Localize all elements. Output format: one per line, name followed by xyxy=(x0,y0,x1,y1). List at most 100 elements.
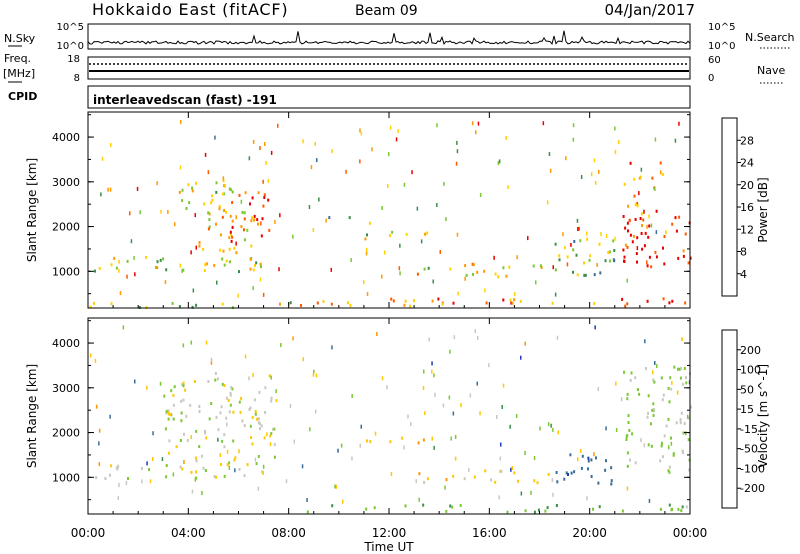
data-cell xyxy=(551,301,554,305)
data-cell xyxy=(218,207,221,211)
data-cell xyxy=(101,156,104,161)
data-cell xyxy=(237,293,239,298)
data-cell xyxy=(134,272,136,277)
data-cell xyxy=(226,396,228,400)
data-cell xyxy=(109,187,112,192)
data-cell xyxy=(110,143,112,147)
data-cell xyxy=(231,387,234,391)
data-cell xyxy=(454,456,457,461)
data-cell xyxy=(203,202,206,206)
data-cell xyxy=(107,187,109,192)
data-cell xyxy=(647,443,650,447)
data-cell xyxy=(655,230,658,235)
data-cell xyxy=(527,236,529,241)
data-cell xyxy=(130,239,133,244)
data-cell xyxy=(273,443,276,447)
data-cell xyxy=(314,409,317,414)
data-cell xyxy=(579,239,582,243)
data-cell xyxy=(535,280,537,285)
data-cell xyxy=(191,186,194,190)
data-cell xyxy=(681,382,684,386)
data-cell xyxy=(215,222,217,226)
data-cell xyxy=(557,430,559,435)
data-cell xyxy=(208,218,211,222)
data-cell xyxy=(260,221,262,226)
data-cell xyxy=(539,264,542,268)
data-cell xyxy=(498,159,501,164)
data-cell xyxy=(677,507,680,511)
data-cell xyxy=(262,204,265,208)
data-cell xyxy=(423,369,425,374)
data-cell xyxy=(593,273,596,277)
data-cell xyxy=(684,301,687,305)
data-cell xyxy=(610,482,613,486)
data-cell xyxy=(266,432,268,437)
data-cell xyxy=(654,361,656,365)
data-cell xyxy=(647,235,650,239)
data-cell xyxy=(625,438,628,441)
data-cell xyxy=(509,298,512,302)
data-cell xyxy=(257,417,260,421)
data-cell xyxy=(221,257,224,261)
data-cell xyxy=(274,219,276,224)
data-cell xyxy=(273,427,276,431)
data-cell xyxy=(608,259,611,263)
scale-tick-label: 16 xyxy=(740,201,754,214)
data-cell xyxy=(243,424,246,428)
scale-tick-label: -100 xyxy=(740,462,765,475)
data-cell xyxy=(359,128,361,133)
nave-label: Nave xyxy=(757,64,785,77)
data-cell xyxy=(251,216,253,220)
data-cell xyxy=(575,253,578,257)
data-cell xyxy=(129,211,131,216)
data-cell xyxy=(445,509,448,513)
data-cell xyxy=(623,370,625,374)
data-cell xyxy=(502,266,505,270)
data-cell xyxy=(513,471,516,475)
data-cell xyxy=(416,272,419,276)
data-cell xyxy=(641,247,644,251)
data-cell xyxy=(563,477,566,481)
data-cell xyxy=(651,408,654,412)
data-cell xyxy=(662,393,665,397)
data-cell xyxy=(479,411,481,416)
data-cell xyxy=(540,266,543,269)
data-cell xyxy=(315,373,318,378)
data-cell xyxy=(239,410,242,414)
data-cell xyxy=(215,190,218,194)
data-cell xyxy=(539,426,541,431)
data-cell xyxy=(628,429,631,432)
data-cell xyxy=(483,269,486,273)
data-cell xyxy=(98,441,100,446)
data-cell xyxy=(633,194,636,198)
data-cell xyxy=(268,374,271,378)
data-cell xyxy=(348,216,351,220)
data-cell xyxy=(257,222,259,226)
data-cell xyxy=(265,160,267,165)
data-cell xyxy=(325,218,327,223)
data-cell xyxy=(179,263,182,268)
data-cell xyxy=(249,202,251,206)
y-tick-label: 3000 xyxy=(52,176,80,189)
data-cell xyxy=(448,395,451,400)
data-cell xyxy=(360,424,362,429)
data-cell xyxy=(418,497,420,502)
data-cell xyxy=(165,464,168,467)
data-cell xyxy=(182,343,185,348)
data-cell xyxy=(426,231,429,235)
data-cell xyxy=(214,371,217,375)
data-cell xyxy=(405,232,408,236)
data-cell xyxy=(136,186,139,191)
data-cell xyxy=(634,203,637,207)
data-cell xyxy=(676,367,679,371)
data-cell xyxy=(613,249,616,252)
data-cell xyxy=(127,477,129,480)
data-cell xyxy=(156,266,159,270)
data-cell xyxy=(590,458,593,462)
data-cell xyxy=(636,204,639,208)
data-cell xyxy=(262,179,264,184)
data-cell xyxy=(261,470,264,474)
data-cell xyxy=(587,456,590,460)
data-cell xyxy=(597,387,599,392)
data-cell xyxy=(581,454,584,458)
